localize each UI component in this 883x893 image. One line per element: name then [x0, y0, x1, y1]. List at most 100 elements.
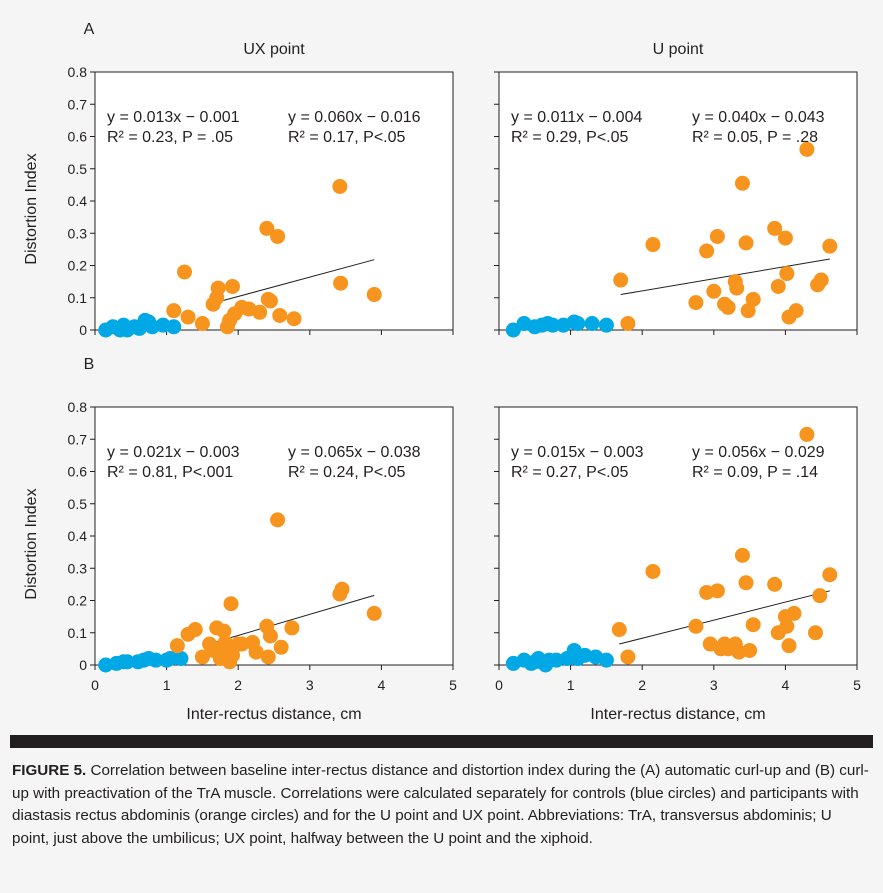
y-tick-label: 0 [79, 657, 87, 673]
dra-data-point [194, 316, 210, 332]
dra-data-point [738, 235, 754, 251]
dra-regression-equation: y = 0.040x − 0.043 [692, 109, 825, 126]
dra-data-point [745, 291, 761, 307]
x-tick-label: 4 [378, 677, 386, 693]
x-tick-label: 3 [306, 677, 314, 693]
dra-data-point [169, 638, 185, 654]
dra-regression-stats: R² = 0.24, P<.05 [288, 464, 406, 481]
dra-data-point [284, 620, 300, 636]
panel-title: UX point [243, 41, 305, 58]
dra-data-point [262, 293, 278, 309]
dra-data-point [786, 605, 802, 621]
dra-data-point [216, 623, 232, 639]
dra-data-point [742, 642, 758, 658]
caption-label: FIGURE 5. [12, 762, 87, 779]
dra-regression-equation: y = 0.065x − 0.038 [288, 444, 421, 461]
dra-trendline [216, 594, 375, 643]
y-tick-label: 0.1 [68, 290, 88, 306]
dra-regression-equation: y = 0.056x − 0.029 [692, 444, 825, 461]
y-tick-label: 0.3 [68, 225, 88, 241]
x-tick-label: 0 [91, 677, 99, 693]
dra-data-point [259, 220, 275, 236]
dra-data-point [613, 272, 629, 288]
dra-data-point [210, 280, 226, 296]
control-regression-equation: y = 0.013x − 0.001 [107, 109, 240, 126]
dra-data-point [688, 295, 704, 311]
y-tick-label: 0 [79, 322, 87, 338]
chart-panel-4: 0 1 2 3 4 5 Inter-rectus distance, cm y = 0.015… [494, 406, 861, 723]
x-tick-label: 5 [449, 677, 457, 693]
dra-data-point [270, 512, 286, 528]
y-tick-label: 0.8 [68, 399, 88, 415]
dra-regression-stats: R² = 0.17, P<.05 [288, 129, 406, 146]
y-tick-label: 0.2 [68, 593, 88, 609]
y-tick-label: 0.6 [68, 464, 88, 480]
dra-data-point [706, 283, 722, 299]
x-axis-label: Inter-rectus distance, cm [590, 706, 765, 723]
dra-data-point [822, 567, 838, 583]
dra-data-point [224, 647, 240, 663]
dra-data-point [740, 303, 756, 319]
dra-data-point [788, 303, 804, 319]
dra-data-point [620, 316, 636, 332]
y-tick-label: 0.7 [68, 96, 88, 112]
control-data-point [598, 317, 614, 333]
y-tick-label: 0.7 [68, 431, 88, 447]
chart-panel-1: 0 0.1 0.2 0.3 0.4 0.5 0.6 0.7 0.8 UX point A Distor… [23, 21, 454, 338]
control-data-point [162, 651, 178, 667]
control-regression-equation: y = 0.011x − 0.004 [511, 109, 642, 126]
dra-data-point [223, 596, 239, 612]
dra-data-point [166, 303, 182, 319]
x-tick-label: 1 [163, 677, 171, 693]
dra-data-point [812, 588, 828, 604]
control-regression-stats: R² = 0.27, P<.05 [511, 464, 629, 481]
dra-data-point [709, 228, 725, 244]
dra-data-point [699, 243, 715, 259]
dra-data-point [620, 649, 636, 665]
chart-panel-3: 0 0.1 0.2 0.3 0.4 0.5 0.6 0.7 0.8 0 1 2 3 4 5 B Distorti… [23, 356, 457, 723]
x-tick-label: 2 [638, 677, 646, 693]
dra-data-point [187, 622, 203, 638]
caption-divider-bar [10, 735, 873, 748]
control-regression-stats: R² = 0.81, P<.001 [107, 464, 233, 481]
y-tick-label: 0.2 [68, 258, 88, 274]
control-data-point [584, 316, 600, 332]
control-data-point [148, 652, 164, 668]
dra-data-point [777, 230, 793, 246]
dra-data-point [334, 581, 350, 597]
dra-data-point [248, 644, 264, 660]
y-axis-label: Distortion Index [23, 153, 40, 264]
y-tick-label: 0.5 [68, 496, 88, 512]
dra-data-point [807, 625, 823, 641]
y-tick-label: 0.8 [68, 64, 88, 80]
dra-data-point [709, 583, 725, 599]
control-data-point [570, 316, 586, 332]
dra-data-point [645, 563, 661, 579]
dra-data-point [734, 175, 750, 191]
control-data-point [119, 654, 135, 670]
x-tick-label: 0 [495, 677, 503, 693]
control-regression-equation: y = 0.015x − 0.003 [511, 444, 644, 461]
figure-caption: FIGURE 5. Correlation between baseline i… [12, 760, 872, 850]
dra-data-point [720, 299, 736, 315]
dra-data-point [333, 275, 349, 291]
dra-data-point [688, 618, 704, 634]
caption-text: Correlation between baseline inter-rectu… [12, 762, 869, 847]
dra-trendline [620, 258, 830, 296]
x-tick-label: 5 [853, 677, 861, 693]
dra-data-point [799, 426, 815, 442]
dra-data-point [729, 280, 745, 296]
dra-data-point [332, 178, 348, 194]
control-regression-stats: R² = 0.29, P<.05 [511, 129, 629, 146]
panel-title: U point [653, 41, 704, 58]
dra-data-point [270, 228, 286, 244]
dra-regression-stats: R² = 0.05, P = .28 [692, 129, 818, 146]
dra-data-point [180, 309, 196, 325]
dra-data-point [770, 278, 786, 294]
control-data-point [173, 651, 189, 667]
plot-frame [498, 71, 858, 331]
y-tick-label: 0.6 [68, 129, 88, 145]
plot-frame [498, 406, 858, 666]
dra-regression-equation: y = 0.060x − 0.016 [288, 109, 421, 126]
dra-data-point [779, 618, 795, 634]
